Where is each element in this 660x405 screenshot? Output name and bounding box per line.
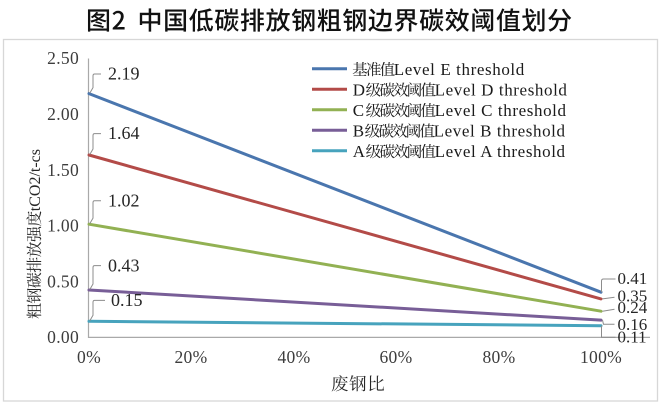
svg-text:20%: 20% [175,347,208,367]
svg-text:C: C [353,101,364,120]
svg-text:0.50: 0.50 [47,271,79,291]
svg-text:D: D [353,81,365,100]
svg-text:80%: 80% [483,347,516,367]
svg-text:0%: 0% [77,347,101,367]
svg-text:0.15: 0.15 [111,290,143,310]
svg-text:1.64: 1.64 [108,123,140,143]
svg-text:0.43: 0.43 [108,256,140,276]
svg-text:A: A [353,142,366,161]
svg-text:Level D threshold: Level D threshold [435,81,568,100]
svg-text:60%: 60% [380,347,413,367]
svg-text:0.24: 0.24 [618,298,648,317]
svg-text:100%: 100% [580,347,622,367]
svg-text:2.19: 2.19 [108,64,140,84]
svg-text:1.02: 1.02 [108,190,140,210]
svg-text:0.16: 0.16 [618,315,648,334]
svg-text:1.00: 1.00 [47,216,79,236]
svg-text:Level A threshold: Level A threshold [435,142,566,161]
svg-text:B: B [353,122,364,141]
svg-text:Level C threshold: Level C threshold [435,101,567,120]
svg-text:Level E threshold: Level E threshold [394,60,525,79]
svg-text:0.11: 0.11 [618,328,647,347]
svg-text:2.50: 2.50 [47,48,79,68]
svg-text:2.00: 2.00 [47,104,79,124]
svg-text:tCO2/t-cs: tCO2/t-cs [27,149,44,211]
svg-text:40%: 40% [278,347,311,367]
svg-text:0.35: 0.35 [618,287,648,306]
svg-text:Level B threshold: Level B threshold [434,122,566,141]
svg-text:0.41: 0.41 [618,269,648,288]
svg-text:1.50: 1.50 [47,160,79,180]
svg-text:0.00: 0.00 [47,327,79,347]
